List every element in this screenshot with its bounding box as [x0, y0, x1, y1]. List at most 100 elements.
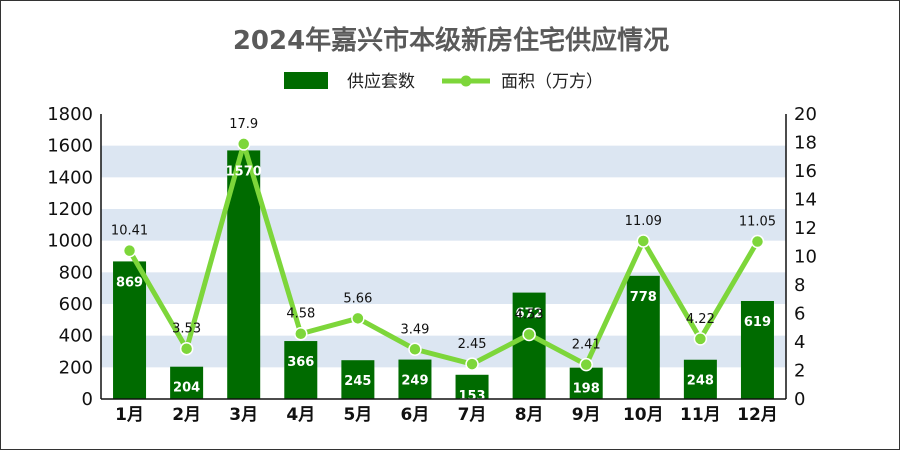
bar	[512, 292, 546, 399]
left-tick-label: 600	[59, 294, 93, 315]
bar-value-label: 1570	[226, 164, 262, 179]
x-axis-categories: 1月 2月 3月 4月 5月 6月 7月 8月 9月 10月 11月 12月	[115, 405, 778, 425]
grid-bands	[101, 145, 786, 368]
x-category-label: 2月	[172, 405, 201, 425]
x-category-label: 7月	[458, 405, 487, 425]
bar-series	[113, 150, 774, 399]
line-value-label: 2.45	[458, 337, 487, 352]
legend-line-label: 面积（万方）	[501, 72, 603, 92]
right-tick-label: 14	[794, 190, 817, 211]
bar-value-label: 778	[630, 290, 657, 305]
bar-value-label: 248	[687, 374, 714, 389]
line-point	[122, 243, 137, 258]
line-point	[750, 234, 765, 249]
right-tick-label: 10	[794, 247, 817, 268]
line-point	[636, 234, 651, 248]
right-axis-ticks: 0 2 4 6 8 10 12 14 16 18 20	[794, 104, 817, 410]
left-tick-label: 400	[59, 326, 93, 347]
x-category-label: 6月	[401, 405, 430, 425]
grid-band	[101, 209, 786, 241]
right-tick-label: 20	[794, 104, 817, 125]
left-tick-label: 0	[82, 389, 93, 410]
bar-value-label: 153	[458, 389, 485, 404]
left-tick-label: 1800	[47, 104, 93, 125]
bar	[284, 341, 318, 399]
bar	[341, 360, 375, 399]
x-category-label: 9月	[572, 405, 601, 425]
left-tick-label: 1600	[47, 136, 93, 157]
x-category-label: 1月	[115, 405, 144, 425]
line-value-label: 10.41	[111, 224, 148, 239]
bar-value-label: 198	[573, 382, 600, 397]
bar	[740, 300, 774, 399]
legend: 供应套数 面积（万方）	[284, 72, 603, 92]
bar	[569, 367, 603, 399]
right-tick-label: 18	[794, 133, 817, 154]
bar	[170, 366, 204, 399]
left-axis-ticks: 0 200 400 600 800 1000 1200 1400 1600 1800	[47, 104, 93, 410]
line-point	[351, 311, 365, 326]
line-point	[294, 326, 308, 341]
left-tick-label: 800	[59, 262, 93, 283]
bar	[398, 359, 432, 399]
legend-bar-swatch	[284, 72, 328, 89]
bar	[113, 261, 147, 399]
x-category-label: 11月	[680, 405, 721, 425]
line-point	[579, 357, 593, 372]
grid-band	[101, 335, 786, 368]
x-category-label: 5月	[343, 405, 372, 425]
line-point	[522, 327, 536, 342]
x-category-label: 4月	[286, 405, 315, 425]
line-value-label: 4.58	[286, 307, 315, 322]
line-path	[127, 141, 760, 368]
right-tick-label: 2	[794, 361, 805, 382]
line-value-label: 4.53	[515, 307, 544, 322]
line-value-label: 3.53	[172, 322, 201, 337]
bar	[626, 275, 660, 399]
legend-line-marker	[460, 75, 472, 87]
line-value-label: 11.05	[739, 215, 776, 230]
bar-value-label: 249	[401, 374, 428, 389]
line-value-label: 2.41	[572, 338, 601, 353]
line-data-labels: 10.41 3.53 17.9 4.58 5.66 3.49 2.45 4.53 2.41 11.…	[111, 117, 776, 353]
left-tick-label: 1200	[47, 199, 93, 220]
bar-value-label: 366	[287, 355, 314, 370]
line-series	[122, 137, 765, 372]
bar-value-label: 619	[744, 315, 771, 330]
legend-bar-label: 供应套数	[347, 72, 415, 92]
line-value-label: 4.22	[686, 312, 715, 327]
x-category-label: 8月	[515, 405, 544, 425]
right-tick-label: 6	[794, 304, 805, 325]
x-category-label: 10月	[623, 405, 664, 425]
right-tick-label: 8	[794, 275, 805, 296]
line-value-label: 11.09	[625, 214, 662, 229]
left-tick-label: 200	[59, 357, 93, 378]
bar	[455, 374, 489, 399]
line-value-label: 17.9	[229, 117, 258, 132]
grid-band	[101, 145, 786, 178]
line-value-label: 3.49	[400, 322, 429, 337]
right-tick-label: 4	[794, 332, 805, 353]
right-tick-label: 0	[794, 389, 805, 410]
line-point	[179, 341, 194, 356]
line-point	[465, 357, 479, 371]
bar-value-label: 245	[344, 374, 371, 389]
line-value-label: 5.66	[343, 291, 372, 306]
line-point	[236, 137, 251, 151]
right-tick-label: 16	[794, 161, 817, 182]
line-point	[408, 342, 422, 357]
left-tick-label: 1000	[47, 231, 93, 252]
left-tick-label: 1400	[47, 167, 93, 188]
bar-value-label: 672	[516, 307, 543, 322]
right-tick-label: 12	[794, 218, 817, 239]
bar-value-label: 204	[173, 381, 200, 396]
bar-data-labels: 869 204 1570 366 245 249 153 672 198 778 248 619	[116, 164, 771, 403]
x-category-label: 3月	[229, 405, 258, 425]
line-point	[693, 332, 708, 346]
x-category-label: 12月	[737, 405, 778, 425]
bar-value-label: 869	[116, 275, 143, 290]
chart-title: 2024年嘉兴市本级新房住宅供应情况	[233, 25, 669, 56]
bar	[683, 359, 717, 399]
